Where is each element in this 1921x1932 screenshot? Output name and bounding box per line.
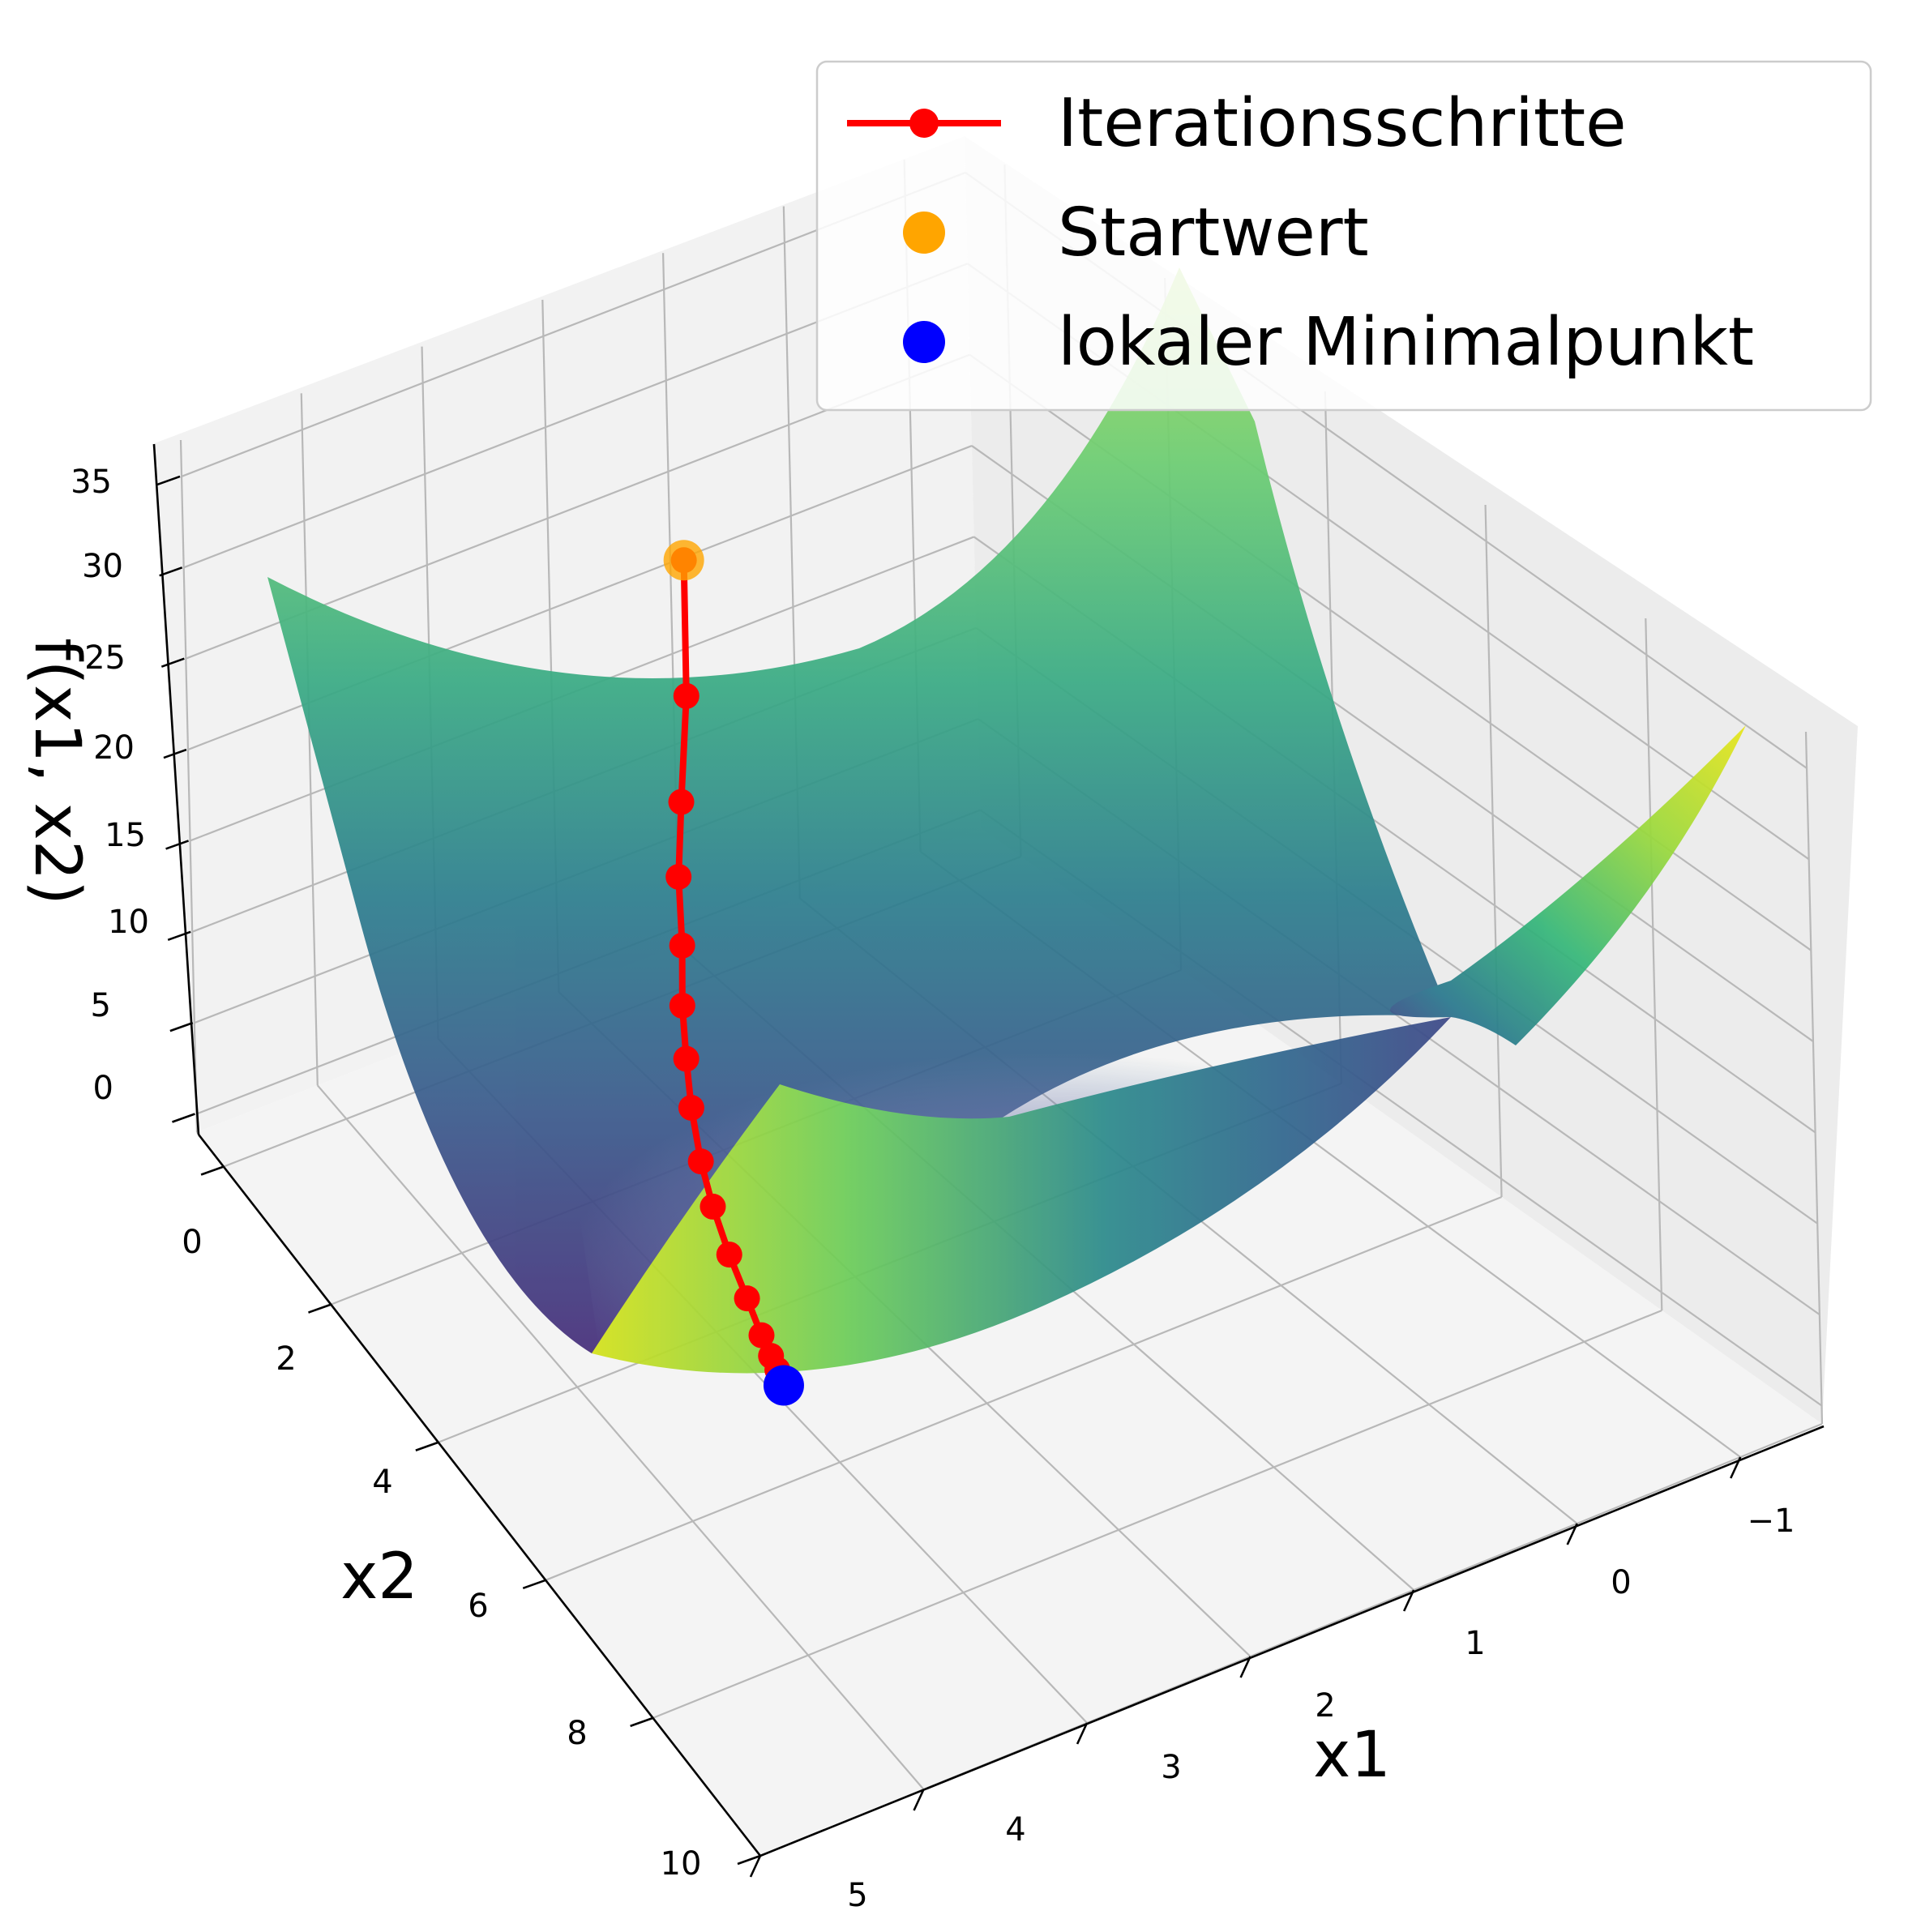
x2-tick-mark (630, 1716, 654, 1728)
z-axis-line (152, 443, 200, 1135)
x1-tick-label: 0 (1611, 1564, 1631, 1601)
legend-start-marker (903, 212, 945, 254)
x2-tick-label: 6 (468, 1588, 488, 1625)
axis-lines (152, 443, 1825, 1857)
x1-tick-label: −1 (1748, 1502, 1795, 1540)
start-value-marker (663, 540, 704, 581)
tick-labels: 0 5 10 15 20 25 30 35 0 2 4 6 8 10 −1 0 … (71, 464, 1795, 1914)
z-tick-label: 20 (93, 729, 135, 767)
legend-iterations-marker (909, 109, 939, 138)
iteration-point (748, 1322, 775, 1349)
x1-tick-mark (1402, 1589, 1415, 1612)
iteration-point (687, 1148, 714, 1175)
iteration-point (716, 1242, 742, 1268)
back-grid-line (300, 393, 319, 1086)
x1-tick-mark (913, 1789, 925, 1811)
iteration-point (668, 789, 695, 815)
legend-entry-iterations: Iterationsschritte (847, 85, 1627, 162)
z-tick-label: 30 (82, 548, 123, 585)
x2-tick-label: 2 (276, 1340, 296, 1378)
iteration-point (734, 1285, 760, 1312)
x1-tick-mark (1076, 1722, 1089, 1745)
x2-tick-mark (737, 1854, 761, 1866)
surface-main (267, 267, 1451, 1353)
x2-tick-label: 4 (372, 1464, 392, 1501)
x1-axis-line (759, 1425, 1825, 1857)
x1-tick-label: 1 (1465, 1625, 1485, 1662)
iteration-point (665, 863, 692, 890)
x2-tick-label: 0 (182, 1224, 202, 1261)
x2-tick-mark (200, 1165, 225, 1176)
legend-entry-start: Startwert (903, 194, 1369, 271)
x1-tick-mark (1730, 1456, 1742, 1479)
z-tick-label: 5 (91, 987, 111, 1024)
x2-tick-mark (415, 1441, 439, 1451)
legend-minimum-label: lokaler Minimalpunkt (1058, 304, 1754, 381)
x2-tick-mark (308, 1303, 332, 1314)
x2-axis-line (197, 1134, 762, 1857)
x2-tick-mark (522, 1579, 546, 1590)
x1-axis-label: x1 (1313, 1719, 1391, 1792)
x1-tick-label: 2 (1315, 1687, 1335, 1725)
z-tick-label: 15 (105, 817, 146, 854)
floor-grid-line (545, 1195, 1502, 1581)
iteration-point (678, 1094, 704, 1121)
floor-grid-line (316, 1084, 925, 1790)
x1-tick-label: 4 (1005, 1811, 1025, 1849)
x2-axis-label: x2 (340, 1541, 418, 1614)
z-tick-mark (165, 840, 190, 850)
z-tick-mark (167, 930, 191, 942)
tick-marks (156, 475, 1742, 1878)
iteration-point (669, 932, 695, 959)
iteration-point (673, 1045, 700, 1072)
z-tick-label: 25 (84, 639, 126, 677)
legend-minimum-marker (903, 321, 945, 363)
x2-tick-label: 8 (567, 1715, 587, 1752)
z-tick-label: 10 (108, 904, 149, 941)
z-tick-mark (163, 748, 187, 759)
x1-tick-mark (1566, 1523, 1578, 1545)
legend-frame (815, 60, 1872, 412)
z-tick-label: 35 (71, 464, 112, 501)
x1-tick-mark (1239, 1656, 1251, 1678)
legend-entry-minimum: lokaler Minimalpunkt (903, 304, 1754, 381)
x1-tick-label: 3 (1161, 1749, 1181, 1786)
floor-grid-line (652, 1309, 1662, 1719)
z-tick-mark (156, 475, 181, 486)
local-minimum-marker (763, 1365, 804, 1406)
z-tick-mark (172, 1113, 195, 1123)
z-axis-label: f(x1, x2) (20, 638, 93, 904)
legend: Iterationsschritte Startwert lokaler Min… (815, 60, 1872, 412)
z-tick-label: 0 (93, 1070, 113, 1107)
z-tick-mark (169, 1021, 194, 1032)
side-grid-line (1484, 504, 1503, 1198)
iteration-point (700, 1193, 726, 1220)
x1-tick-label: 5 (847, 1877, 867, 1914)
surface-right-lip (1390, 725, 1746, 1045)
surface (267, 267, 1746, 1374)
side-grid-line (1645, 618, 1663, 1311)
legend-iterations-label: Iterationsschritte (1058, 85, 1627, 162)
iteration-point (669, 992, 695, 1019)
z-tick-mark (159, 566, 183, 577)
z-tick-mark (160, 657, 185, 668)
back-grid-line (179, 439, 199, 1133)
surface-front-lip (592, 1017, 1451, 1374)
x2-tick-label: 10 (661, 1845, 702, 1883)
iteration-point (673, 682, 700, 709)
legend-start-label: Startwert (1058, 194, 1369, 271)
side-grid-line (1804, 731, 1824, 1425)
x1-tick-mark (749, 1855, 762, 1878)
